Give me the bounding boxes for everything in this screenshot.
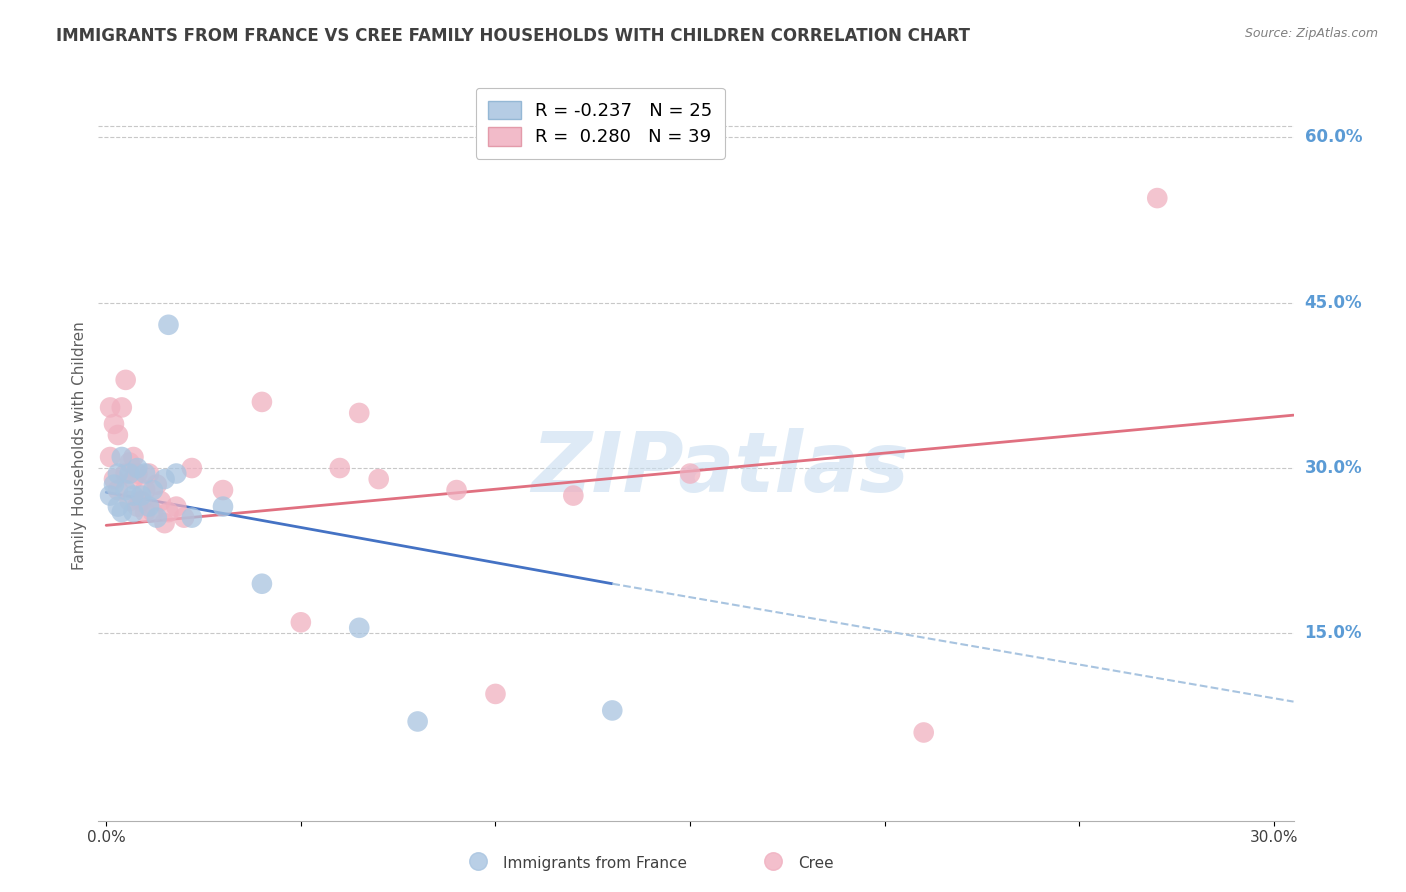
Point xyxy=(122,450,145,464)
Point xyxy=(134,505,156,519)
Point xyxy=(212,500,235,514)
Point xyxy=(98,489,121,503)
Point xyxy=(157,505,180,519)
Point xyxy=(122,472,145,486)
Point xyxy=(98,450,121,464)
Point xyxy=(290,615,312,630)
Point xyxy=(134,483,156,497)
Point xyxy=(107,467,129,481)
Point xyxy=(107,500,129,514)
Text: Immigrants from France: Immigrants from France xyxy=(503,855,686,871)
Point xyxy=(127,461,149,475)
Point xyxy=(349,621,371,635)
Point xyxy=(149,494,172,508)
Point xyxy=(118,467,141,481)
Point xyxy=(406,714,429,729)
Text: 60.0%: 60.0% xyxy=(1305,128,1362,146)
Point xyxy=(446,483,468,497)
Point xyxy=(165,467,187,481)
Point xyxy=(118,456,141,470)
Point xyxy=(157,318,180,332)
Point xyxy=(122,489,145,503)
Point xyxy=(129,489,152,503)
Point xyxy=(329,461,352,475)
Point xyxy=(98,401,121,415)
Point xyxy=(180,510,202,524)
Point xyxy=(107,428,129,442)
Point xyxy=(138,467,160,481)
Text: 45.0%: 45.0% xyxy=(1305,293,1362,312)
Point xyxy=(146,510,169,524)
Point xyxy=(250,576,273,591)
Text: 30.0%: 30.0% xyxy=(1305,459,1362,477)
Point xyxy=(127,467,149,481)
Text: ZIPatlas: ZIPatlas xyxy=(531,428,908,509)
Point xyxy=(180,461,202,475)
Text: IMMIGRANTS FROM FRANCE VS CREE FAMILY HOUSEHOLDS WITH CHILDREN CORRELATION CHART: IMMIGRANTS FROM FRANCE VS CREE FAMILY HO… xyxy=(56,27,970,45)
Point xyxy=(114,483,136,497)
Point xyxy=(127,500,149,514)
Point xyxy=(600,703,623,717)
Point xyxy=(111,401,134,415)
Text: 15.0%: 15.0% xyxy=(1305,624,1362,642)
Point xyxy=(165,500,187,514)
Point xyxy=(142,483,165,497)
Legend: R = -0.237   N = 25, R =  0.280   N = 39: R = -0.237 N = 25, R = 0.280 N = 39 xyxy=(475,88,725,159)
Point xyxy=(562,489,585,503)
Point xyxy=(142,505,165,519)
Point xyxy=(134,467,156,481)
Point xyxy=(111,505,134,519)
Point xyxy=(762,854,785,868)
Point xyxy=(153,516,176,530)
Point xyxy=(1146,191,1168,205)
Point xyxy=(467,854,489,868)
Point xyxy=(212,483,235,497)
Point xyxy=(114,467,136,481)
Y-axis label: Family Households with Children: Family Households with Children xyxy=(72,322,87,570)
Text: Cree: Cree xyxy=(799,855,834,871)
Point xyxy=(153,472,176,486)
Point xyxy=(679,467,702,481)
Point xyxy=(107,483,129,497)
Point xyxy=(912,725,935,739)
Point xyxy=(111,450,134,464)
Point xyxy=(118,494,141,508)
Point xyxy=(173,510,195,524)
Point xyxy=(103,472,125,486)
Point xyxy=(367,472,389,486)
Point xyxy=(103,417,125,431)
Point xyxy=(138,500,160,514)
Text: Source: ZipAtlas.com: Source: ZipAtlas.com xyxy=(1244,27,1378,40)
Point xyxy=(349,406,371,420)
Point xyxy=(146,477,169,491)
Point xyxy=(122,505,145,519)
Point xyxy=(103,477,125,491)
Point xyxy=(250,395,273,409)
Point xyxy=(129,494,152,508)
Point xyxy=(484,687,506,701)
Point xyxy=(114,373,136,387)
